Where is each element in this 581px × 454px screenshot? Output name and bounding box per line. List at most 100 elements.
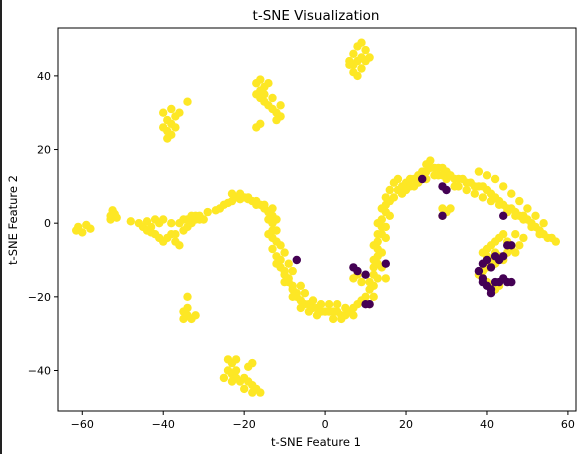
data-point-majority-170 [381, 222, 390, 232]
data-point-majority-167 [369, 292, 378, 301]
data-point-majority-251 [511, 248, 520, 257]
x-tick-label: −60 [71, 418, 94, 431]
x-tick-label: 20 [399, 418, 413, 431]
data-point-majority-208 [454, 182, 463, 191]
data-point-minority-22 [482, 255, 492, 265]
data-point-majority-117 [329, 314, 338, 324]
data-point-majority-60 [244, 193, 253, 202]
data-point-majority-148 [369, 281, 378, 290]
data-point-majority-155 [381, 193, 390, 202]
x-tick-label: 40 [480, 418, 494, 431]
data-point-majority-113 [288, 292, 297, 301]
data-point-majority-216 [519, 215, 528, 224]
data-point-majority-327 [231, 366, 241, 375]
data-point-majority-104 [308, 296, 318, 305]
data-point-majority-134 [389, 193, 399, 202]
data-point-majority-173 [381, 274, 390, 283]
y-tick-label: −20 [28, 291, 51, 304]
y-tick-label: 20 [37, 144, 51, 157]
data-point-majority-116 [312, 311, 322, 320]
x-axis-ticks: −60 −40 −20 0 20 40 60 [71, 411, 575, 431]
data-point-majority-263 [159, 108, 168, 117]
data-point-minority-3 [361, 270, 370, 279]
data-point-majority-222 [499, 182, 508, 191]
data-point-majority-150 [369, 255, 378, 265]
data-point-majority-213 [494, 200, 504, 209]
data-point-majority-102 [296, 281, 305, 290]
data-point-majority-175 [422, 160, 431, 169]
data-point-majority-115 [304, 307, 314, 316]
data-point-majority-209 [462, 185, 471, 195]
data-point-majority-305 [361, 45, 370, 55]
data-point-majority-300 [365, 53, 374, 62]
data-point-majority-110 [264, 230, 273, 239]
data-point-majority-69 [268, 244, 277, 254]
data-point-minority-7 [418, 174, 427, 184]
data-point-minority-26 [499, 252, 508, 261]
data-point-minority-10 [474, 266, 484, 276]
data-point-majority-325 [248, 388, 257, 397]
data-point-minority-9 [442, 185, 451, 195]
data-point-majority-111 [272, 259, 281, 268]
data-point-majority-270 [159, 123, 168, 132]
data-point-majority-285 [276, 101, 285, 110]
data-point-majority-290 [268, 93, 277, 103]
x-axis-label: t-SNE Feature 1 [271, 435, 361, 449]
data-point-majority-219 [474, 167, 484, 176]
data-point-majority-63 [268, 204, 277, 213]
points-layer [72, 38, 560, 397]
data-point-majority-105 [316, 300, 326, 309]
data-point-majority-210 [470, 189, 479, 198]
data-point-majority-302 [357, 64, 366, 73]
data-point-majority-101 [288, 266, 297, 276]
data-point-majority-223 [507, 189, 516, 198]
data-point-majority-154 [377, 204, 386, 213]
y-tick-label: −40 [28, 364, 51, 377]
data-point-minority-23 [486, 263, 496, 272]
data-point-majority-311 [179, 314, 188, 324]
data-point-majority-312 [183, 303, 192, 313]
data-point-majority-230 [446, 204, 455, 213]
data-point-majority-331 [227, 377, 237, 386]
data-point-majority-294 [349, 49, 358, 58]
data-point-majority-58 [227, 189, 237, 198]
data-point-minority-6 [381, 259, 390, 268]
data-point-majority-158 [393, 174, 403, 184]
data-point-majority-23 [175, 241, 184, 250]
data-point-majority-24 [171, 230, 180, 239]
data-point-majority-227 [539, 219, 548, 228]
data-point-majority-324 [256, 388, 265, 397]
data-point-majority-65 [268, 219, 277, 228]
y-axis-label: t-SNE Feature 2 [6, 175, 20, 265]
x-tick-label: 0 [322, 418, 329, 431]
plot-frame [57, 27, 577, 412]
data-point-majority-330 [219, 373, 229, 383]
data-point-majority-107 [333, 300, 342, 309]
y-tick-label: 0 [44, 217, 51, 230]
data-point-minority-29 [499, 211, 508, 220]
data-point-majority-109 [349, 311, 358, 320]
data-point-majority-153 [373, 219, 382, 228]
x-tick-label: −40 [152, 418, 175, 431]
data-point-majority-288 [252, 123, 261, 132]
data-point-majority-17 [146, 228, 156, 237]
data-point-majority-306 [183, 292, 192, 301]
y-tick-label: 40 [37, 70, 51, 83]
data-point-majority-61 [252, 200, 261, 209]
data-point-majority-108 [341, 303, 350, 313]
data-point-majority-218 [535, 230, 544, 239]
data-point-majority-2 [78, 228, 87, 237]
data-point-majority-4 [82, 220, 91, 230]
data-point-majority-226 [531, 211, 540, 220]
data-point-majority-291 [256, 86, 265, 95]
data-point-majority-254 [511, 230, 520, 239]
data-point-majority-9 [106, 215, 115, 224]
data-point-majority-152 [373, 230, 382, 239]
y-axis-ticks: −40 −20 0 20 40 [28, 70, 58, 377]
data-point-majority-114 [296, 303, 305, 313]
data-point-majority-33 [159, 215, 168, 224]
data-point-majority-220 [482, 171, 492, 180]
data-point-majority-156 [385, 185, 394, 195]
data-point-majority-40 [195, 211, 204, 220]
